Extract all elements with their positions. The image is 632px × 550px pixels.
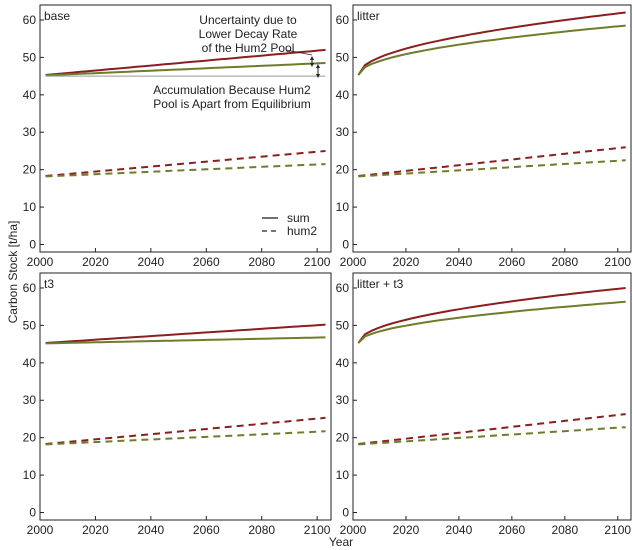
panel-litter-title: litter xyxy=(357,9,380,23)
annotation-uncertainty-line-2: Lower Decay Rate xyxy=(199,27,298,41)
panel-litter-xtick-label-2100: 2100 xyxy=(604,255,631,269)
panel-litter-t3-ytick-label-20: 20 xyxy=(336,431,350,445)
panel-litter-xtick-label-2020: 2020 xyxy=(393,255,420,269)
panel-t3-ytick-label-60: 60 xyxy=(23,281,37,295)
panel-base-ytick-label-10: 10 xyxy=(23,200,37,214)
panel-litter-ytick-label-20: 20 xyxy=(336,163,350,177)
panel-t3-xtick-label-2100: 2100 xyxy=(304,523,331,537)
panel-litter-t3-xtick-label-2100: 2100 xyxy=(604,523,631,537)
panel-t3-frame xyxy=(39,272,332,521)
panel-litter-ytick-label-50: 50 xyxy=(336,50,350,64)
panel-t3-ytick-label-40: 40 xyxy=(23,356,37,370)
panel-base-xtick-label-2040: 2040 xyxy=(138,255,165,269)
panel-litter-series-2 xyxy=(358,146,626,177)
panel-base-series-3 xyxy=(45,150,326,177)
annotation-uncertainty-line-3: of the Hum2 Pool xyxy=(202,41,295,55)
panel-litter-xtick-label-2000: 2000 xyxy=(340,255,367,269)
panel-litter-t3-xtick-label-2080: 2080 xyxy=(551,523,578,537)
panel-t3-series-3 xyxy=(45,430,326,446)
legend-hum2-label: hum2 xyxy=(287,224,317,238)
panel-base-xtick-label-2000: 2000 xyxy=(27,255,54,269)
panel-litter-t3-frame xyxy=(352,272,632,521)
panel-litter-t3-ytick-label-50: 50 xyxy=(336,318,350,332)
panel-t3-ytick-label-10: 10 xyxy=(23,468,37,482)
panel-litter-t3-series-1 xyxy=(357,300,626,344)
panel-base-title: base xyxy=(44,9,70,23)
panel-base-ytick-label-60: 60 xyxy=(23,13,37,27)
panel-litter-t3-xtick-label-2000: 2000 xyxy=(340,523,367,537)
panel-base-series-4 xyxy=(45,163,326,178)
panel-t3-xtick-label-2000: 2000 xyxy=(27,523,54,537)
legend: sum hum2 xyxy=(262,211,317,238)
panel-litter-t3-series-0 xyxy=(357,287,626,344)
panel-base-ytick-label-20: 20 xyxy=(23,163,37,177)
annotation-accumulation-line-2: Pool is Apart from Equilibrium xyxy=(153,97,310,111)
panel-base-ytick-label-50: 50 xyxy=(23,50,37,64)
panel-litter-t3-xtick-label-2020: 2020 xyxy=(393,523,420,537)
annotation-accumulation-line-1: Accumulation Because Hum2 xyxy=(153,83,311,97)
panel-t3-title: t3 xyxy=(44,277,54,291)
panel-litter-series-3 xyxy=(358,159,626,178)
legend-sum-label: sum xyxy=(287,211,310,225)
x-axis-label: Year xyxy=(329,535,353,549)
panel-litter-frame xyxy=(352,4,632,253)
panel-t3-series-1 xyxy=(45,336,326,345)
panel-litter-t3-ytick-label-30: 30 xyxy=(336,393,350,407)
panel-base-xtick-label-2100: 2100 xyxy=(304,255,331,269)
panel-litter-ytick-label-30: 30 xyxy=(336,125,350,139)
panel-t3-ytick-label-50: 50 xyxy=(23,318,37,332)
panel-base-ytick-label-30: 30 xyxy=(23,125,37,139)
panel-t3-xtick-label-2080: 2080 xyxy=(248,523,275,537)
panel-litter-ytick-label-10: 10 xyxy=(336,200,350,214)
panel-base: 0 10 20 30 40 50 60 2000 2020 2040 2060 2080 2100 bas… xyxy=(23,4,332,269)
panel-base-ytick-label-40: 40 xyxy=(23,88,37,102)
panel-base-xtick-label-2020: 2020 xyxy=(82,255,109,269)
panel-base-series-0 xyxy=(45,48,326,76)
panel-litter-t3-xtick-label-2060: 2060 xyxy=(499,523,526,537)
panel-litter-t3-xtick-label-2040: 2040 xyxy=(446,523,473,537)
panel-base-xtick-label-2060: 2060 xyxy=(193,255,220,269)
annotations: Uncertainty due to Lower Decay Rate of t… xyxy=(153,13,320,111)
panel-litter-t3: 0 10 20 30 40 50 60 2000 2020 2040 2060 2080 2100 lit… xyxy=(336,272,632,537)
annotation-uncertainty-line-1: Uncertainty due to xyxy=(199,13,297,27)
panel-litter-t3-series-2 xyxy=(358,413,626,445)
panel-t3: 0 10 20 30 40 50 60 2000 2020 2040 2060 2080 2100 t3 xyxy=(23,272,332,537)
panel-litter-t3-ytick-label-40: 40 xyxy=(336,356,350,370)
panel-litter-t3-title: litter + t3 xyxy=(357,277,404,291)
panel-t3-ytick-label-30: 30 xyxy=(23,393,37,407)
panel-litter-xtick-label-2080: 2080 xyxy=(551,255,578,269)
panel-t3-xtick-label-2020: 2020 xyxy=(82,523,109,537)
panel-litter-t3-ytick-label-0: 0 xyxy=(342,506,349,520)
panel-litter-t3-ytick-label-10: 10 xyxy=(336,468,350,482)
panel-litter-ytick-label-0: 0 xyxy=(342,238,349,252)
panel-t3-series-2 xyxy=(45,416,326,445)
panel-litter-series-1 xyxy=(357,24,626,76)
annotation-uncertainty-pointer xyxy=(285,49,313,56)
panel-litter-t3-series-3 xyxy=(358,426,626,446)
panel-t3-xtick-label-2040: 2040 xyxy=(138,523,165,537)
panel-litter-series-0 xyxy=(357,11,626,76)
y-axis-label: Carbon Stock [t/ha] xyxy=(6,221,20,324)
panel-litter-t3-ytick-label-60: 60 xyxy=(336,281,350,295)
panel-litter-xtick-label-2040: 2040 xyxy=(446,255,473,269)
panel-base-ytick-label-0: 0 xyxy=(29,238,36,252)
panel-base-series-1 xyxy=(45,62,326,77)
panel-t3-series-0 xyxy=(45,323,326,344)
panel-litter-xtick-label-2060: 2060 xyxy=(499,255,526,269)
panel-base-frame xyxy=(39,4,332,253)
panel-litter: 0 10 20 30 40 50 60 2000 2020 2040 2060 2080 2100 lit… xyxy=(336,4,632,269)
panel-litter-ytick-label-60: 60 xyxy=(336,13,350,27)
panel-t3-ytick-label-0: 0 xyxy=(29,506,36,520)
panel-t3-ytick-label-20: 20 xyxy=(23,431,37,445)
panel-base-xtick-label-2080: 2080 xyxy=(248,255,275,269)
panel-t3-xtick-label-2060: 2060 xyxy=(193,523,220,537)
panel-litter-ytick-label-40: 40 xyxy=(336,88,350,102)
